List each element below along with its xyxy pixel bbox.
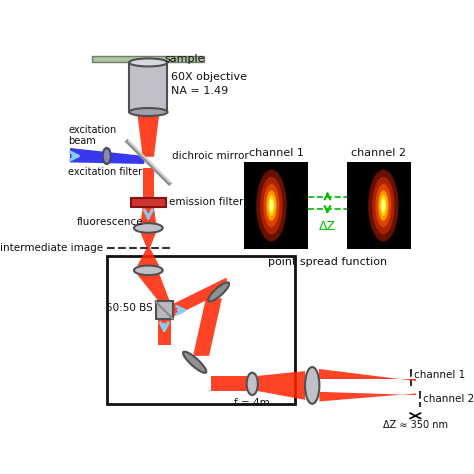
Text: dichroic mirror: dichroic mirror [172,151,249,161]
Text: intermediate image: intermediate image [0,243,103,253]
Text: fluorescence: fluorescence [77,217,144,227]
Text: channel 2: channel 2 [423,394,474,404]
Text: emission filter: emission filter [169,197,244,207]
Polygon shape [173,277,227,317]
Text: channel 1: channel 1 [249,147,304,157]
Polygon shape [193,298,222,356]
Ellipse shape [129,108,167,116]
Polygon shape [319,369,416,381]
Ellipse shape [266,191,277,221]
Ellipse shape [183,352,206,373]
Bar [131,198,166,207]
Polygon shape [143,168,154,198]
Polygon shape [137,274,170,301]
Ellipse shape [134,223,163,233]
Text: sample: sample [164,54,205,64]
Ellipse shape [256,170,287,242]
Text: channel 1: channel 1 [414,370,465,380]
Polygon shape [137,248,160,266]
Text: 60X objective
NA = 1.49: 60X objective NA = 1.49 [172,73,247,96]
Text: point spread function: point spread function [268,257,387,267]
Polygon shape [158,319,171,345]
Polygon shape [140,207,156,224]
Polygon shape [137,63,160,112]
Text: 50:50 BS: 50:50 BS [106,303,153,313]
Ellipse shape [368,170,399,242]
Text: ΔZ ≈ 350 nm: ΔZ ≈ 350 nm [383,420,448,430]
Ellipse shape [378,191,389,221]
Ellipse shape [268,195,274,216]
Ellipse shape [260,177,283,234]
Text: channel 2: channel 2 [351,147,406,157]
Ellipse shape [269,199,273,212]
Ellipse shape [375,184,392,227]
Ellipse shape [264,184,280,227]
Polygon shape [319,392,416,401]
Bar [244,163,308,249]
Polygon shape [210,376,246,391]
Bar [346,163,410,249]
Bar [92,56,204,63]
Ellipse shape [103,148,111,164]
Ellipse shape [382,199,385,212]
Ellipse shape [129,58,167,66]
Polygon shape [258,371,305,400]
Ellipse shape [372,177,394,234]
Polygon shape [137,112,160,157]
Bar [129,63,167,112]
Ellipse shape [246,373,258,395]
Ellipse shape [380,195,387,216]
Bar [155,301,173,319]
Bar [107,256,295,404]
Text: excitation filter: excitation filter [68,167,142,177]
Ellipse shape [134,265,163,275]
Polygon shape [137,63,160,112]
Text: f = 4m: f = 4m [234,398,270,408]
Text: ΔZ: ΔZ [319,220,336,233]
Polygon shape [70,148,144,164]
Ellipse shape [305,367,319,404]
Text: excitation
beam: excitation beam [68,125,117,146]
Polygon shape [140,232,156,248]
Ellipse shape [208,283,229,301]
